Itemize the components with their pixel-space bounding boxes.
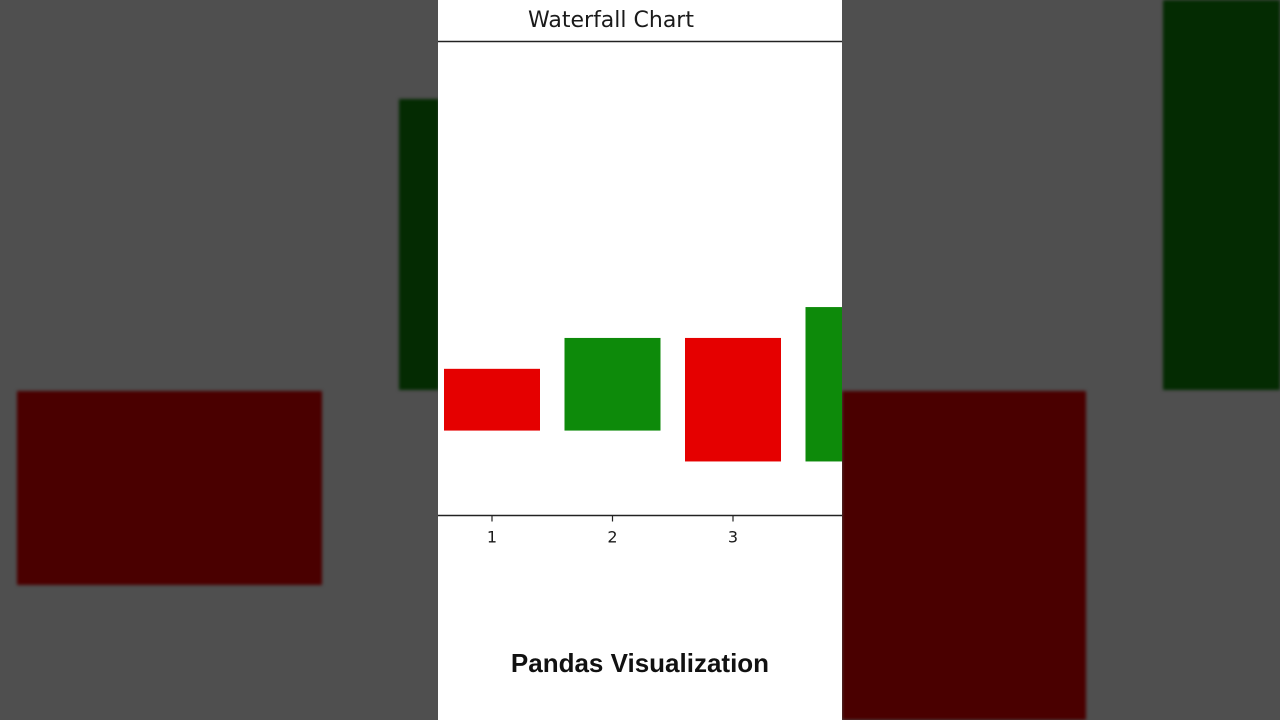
chart-title: Waterfall Chart [528, 8, 694, 33]
waterfall-chart: 1234 [438, 40, 842, 547]
waterfall-bar-4 [805, 307, 842, 462]
x-tick-label-2: 2 [607, 528, 617, 547]
x-tick-label-1: 1 [487, 528, 497, 547]
background-positive-bar-left [399, 99, 439, 390]
chart-panel: Waterfall Chart 1234 Pandas Visualizatio… [438, 0, 842, 720]
background-negative-bar-right [842, 391, 1086, 720]
waterfall-bar-1 [444, 368, 540, 431]
background-negative-bar-left [17, 391, 322, 585]
x-tick-label-3: 3 [728, 528, 738, 547]
background-positive-bar-right [1163, 0, 1280, 390]
waterfall-bar-3 [685, 337, 781, 462]
waterfall-bar-2 [564, 337, 661, 431]
video-caption: Pandas Visualization [510, 648, 770, 678]
